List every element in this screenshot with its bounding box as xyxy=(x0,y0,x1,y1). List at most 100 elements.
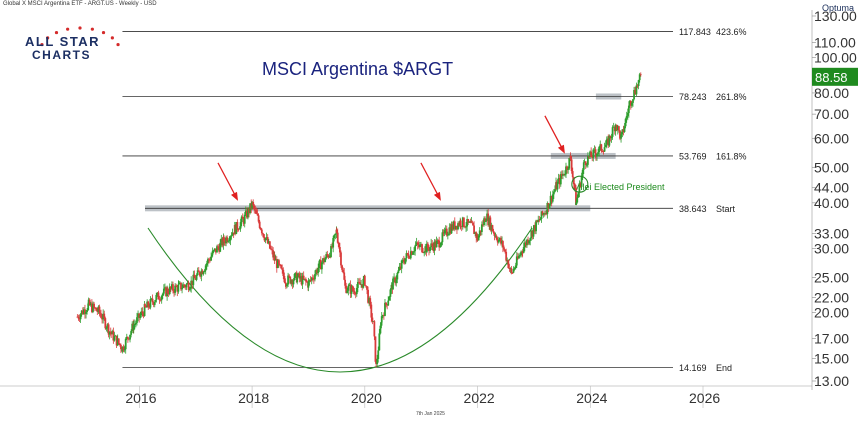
candle-body xyxy=(420,244,422,245)
optuma-logo: Optuma xyxy=(821,3,854,13)
candle-body xyxy=(519,255,521,256)
candle-body xyxy=(458,223,461,226)
candle-body xyxy=(592,149,595,158)
candle-body xyxy=(242,218,245,224)
candle-body xyxy=(492,231,495,233)
date-stamp: 7th Jan 2025 xyxy=(416,411,445,417)
level-value-2: 53.769 xyxy=(679,151,707,161)
candle-body xyxy=(249,203,252,213)
candle-body xyxy=(594,149,597,154)
candle-body xyxy=(495,235,498,240)
y-tick-label: 70.00 xyxy=(814,106,849,122)
candle-body xyxy=(610,136,613,139)
candle-body xyxy=(111,330,114,335)
logo-star xyxy=(90,27,94,31)
candle-body xyxy=(245,210,248,218)
candle-body xyxy=(272,250,275,258)
candle-body xyxy=(352,290,355,292)
candle-body xyxy=(308,279,311,282)
candle-body xyxy=(337,242,340,248)
candle-body xyxy=(608,135,611,146)
candle-body xyxy=(264,238,267,241)
candle-body xyxy=(512,268,515,273)
candle-body xyxy=(195,275,198,280)
candle-body xyxy=(528,240,531,244)
candle-body xyxy=(142,313,145,317)
candle-body xyxy=(449,227,452,234)
candle-body xyxy=(371,317,374,322)
candle-body xyxy=(599,144,602,147)
candle-body xyxy=(480,224,483,233)
candle-body xyxy=(558,177,561,185)
y-tick-label: 50.00 xyxy=(814,159,849,175)
candle-body xyxy=(396,272,399,280)
candle-body xyxy=(462,217,465,227)
candle-body xyxy=(331,246,333,248)
candle-body xyxy=(408,257,411,259)
candle-body xyxy=(378,333,381,351)
candle-body xyxy=(440,242,443,246)
y-tick-label: 15.00 xyxy=(814,350,849,366)
candle-body xyxy=(603,147,606,152)
candle-body xyxy=(228,240,231,242)
candle-body xyxy=(190,280,193,289)
candle-body xyxy=(276,260,279,268)
candle-body xyxy=(141,311,144,314)
candle-body xyxy=(219,242,222,252)
candle-body xyxy=(322,258,324,263)
level-label-2: 161.8% xyxy=(716,151,747,161)
candle-body xyxy=(443,230,446,234)
logo-star xyxy=(116,42,120,47)
candle-body xyxy=(365,285,367,287)
candle-body xyxy=(258,221,261,228)
candle-body xyxy=(115,335,118,346)
candle-body xyxy=(150,298,153,300)
candle-body xyxy=(596,153,598,157)
candle-body xyxy=(575,202,578,205)
candle-body xyxy=(162,288,165,294)
candle-body xyxy=(326,254,329,256)
candle-body xyxy=(588,156,590,158)
candle-body xyxy=(92,303,94,312)
candle-body xyxy=(186,282,189,285)
x-tick-label: 2016 xyxy=(125,390,156,406)
candle-body xyxy=(132,325,135,331)
candle-body xyxy=(106,324,109,329)
candle-body xyxy=(380,316,383,323)
candle-body xyxy=(358,281,360,283)
candle-body xyxy=(312,278,315,280)
candle-body xyxy=(87,299,90,304)
annotation-milei: Milei Elected President xyxy=(573,182,665,192)
candle-body xyxy=(307,281,310,288)
candle-body xyxy=(532,228,535,237)
candle-body xyxy=(513,268,516,269)
candle-body xyxy=(79,314,82,320)
candle-body xyxy=(435,240,438,248)
candle-body xyxy=(417,244,420,247)
candle-body xyxy=(166,288,169,294)
x-tick-label: 2018 xyxy=(238,390,269,406)
candle-body xyxy=(306,281,308,283)
candle-body xyxy=(393,277,395,279)
candle-body xyxy=(248,208,250,213)
candle-body xyxy=(533,225,535,229)
candle-body xyxy=(204,265,207,271)
candle-body xyxy=(247,208,249,218)
candle-body xyxy=(535,220,537,232)
candle-body xyxy=(567,168,570,170)
all-star-charts-logo: ALL STAR CHARTS xyxy=(25,22,125,66)
candle-body xyxy=(460,226,463,227)
last-price-label: 88.58 xyxy=(815,70,848,85)
candle-body xyxy=(569,155,572,160)
candle-body xyxy=(461,217,464,227)
y-tick-label: 44.00 xyxy=(814,180,849,196)
candle-body xyxy=(158,299,161,301)
candle-body xyxy=(434,241,437,248)
candle-body xyxy=(172,284,174,291)
candle-body xyxy=(487,213,490,226)
candle-body xyxy=(579,183,582,187)
candle-body xyxy=(262,234,265,237)
candle-body xyxy=(123,349,126,351)
candle-body xyxy=(206,259,209,264)
source-label: Global X MSCI Argentina ETF - ARGT.US - … xyxy=(3,1,157,7)
